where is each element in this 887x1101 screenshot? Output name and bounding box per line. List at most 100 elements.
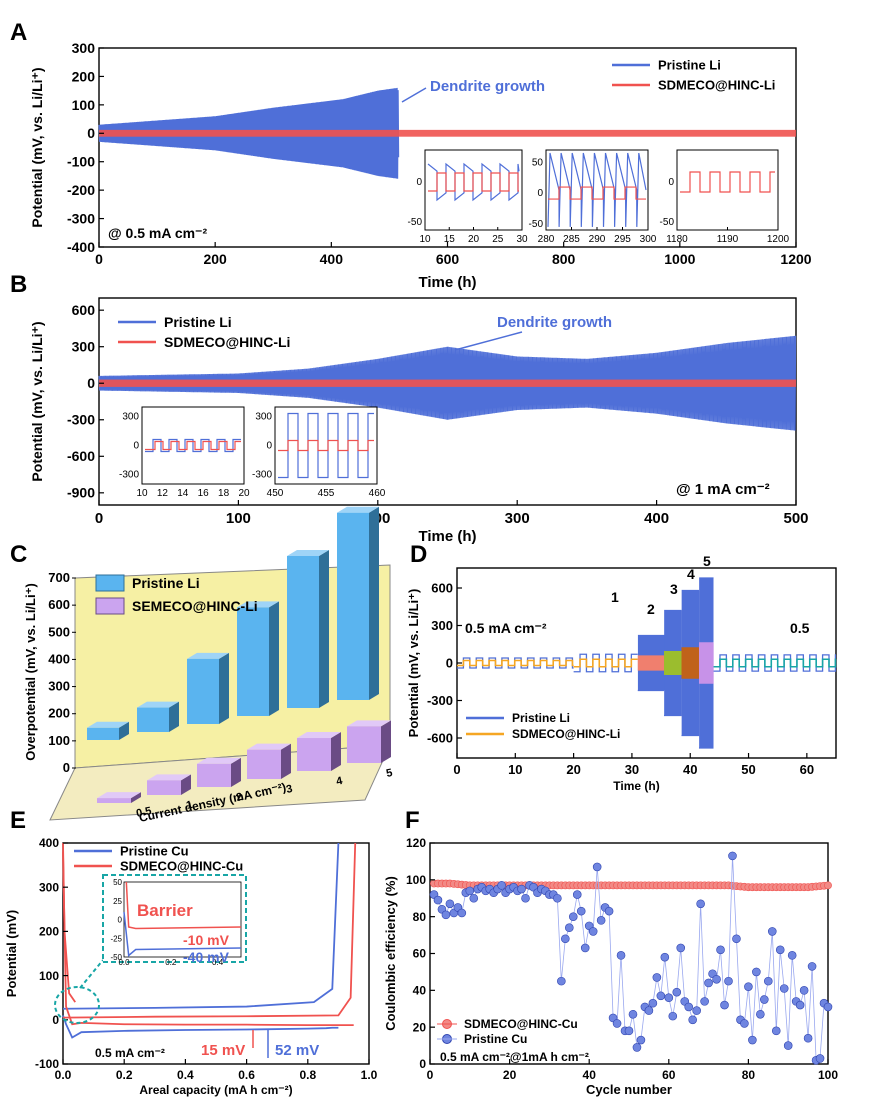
inset-b-ytick-label: 0 <box>133 441 139 452</box>
inset-a-3-frame <box>677 150 778 230</box>
inset-b-tick-label: 16 <box>198 488 210 499</box>
pristine-cu-point <box>804 1034 812 1042</box>
pristine-cu-point <box>808 962 816 970</box>
pristine-cu-point <box>796 1001 804 1009</box>
panel-b-y-tick-label: -900 <box>67 485 95 501</box>
panel-d-y-tick-label: 600 <box>431 581 453 596</box>
bar-pristine-4-side <box>319 550 329 708</box>
panel-f-y-title: Coulombic efficiency (%) <box>383 876 398 1031</box>
inset-a-tick-label: 1190 <box>717 234 739 245</box>
panel-a-y-tick-label: 100 <box>72 97 96 113</box>
panel-a-x-title: Time (h) <box>418 274 476 291</box>
pristine-cu-point <box>705 979 713 987</box>
inset-b-tick-label: 12 <box>157 488 169 499</box>
pristine-cu-point <box>752 968 760 976</box>
pristine-cu-point <box>581 944 589 952</box>
panel-e-x-tick-label: 0.8 <box>299 1068 316 1082</box>
bar-semeco-2 <box>197 764 231 787</box>
figure: A B C D E F 0 200 400 600 800 1000 12003002001… <box>0 0 887 1101</box>
pristine-cu-point <box>589 927 597 935</box>
current-density-annotation: @ 0.5 mA cm⁻² <box>108 225 207 241</box>
pristine-li-segment <box>714 655 836 671</box>
panel-d-x-tick-label: 10 <box>508 762 522 777</box>
inset-b-ytick-label: 300 <box>122 412 139 423</box>
sdmeco-li-segment <box>699 643 714 683</box>
panel-f-x-tick-label: 60 <box>662 1068 676 1082</box>
panel-a-x-tick-label: 400 <box>320 251 344 267</box>
panel-a-x-tick-label: 0 <box>95 251 103 267</box>
legend-pristine-li-label: Pristine Li <box>512 711 570 725</box>
panel-c-ytick-label: 400 <box>48 651 70 666</box>
panel-c-ytick-label: 500 <box>48 624 70 639</box>
panel-c-ytick-label: 300 <box>48 679 70 694</box>
pristine-cu-point <box>557 977 565 985</box>
inset-a-ytick-label: 0 <box>416 177 422 188</box>
panel-c-ytick-label: 600 <box>48 597 70 612</box>
pristine-cu-point <box>728 852 736 860</box>
panel-letter-d: D <box>410 541 427 568</box>
legend-sdmeco-li-label: SDMECO@HINC-Li <box>512 727 620 741</box>
current-density-annotation: 0.5 mA cm⁻² <box>95 1046 165 1060</box>
panel-f-y-tick-label: 100 <box>406 873 426 887</box>
panel-a-y-tick-label: 300 <box>72 40 96 56</box>
panel-b-y-tick-label: 0 <box>87 375 95 391</box>
pristine-cu-point <box>617 951 625 959</box>
pristine-cu-point <box>661 953 669 961</box>
panel-d-segment-label: 0.5 mA cm⁻² <box>465 620 547 636</box>
pristine-cu-point <box>498 881 506 889</box>
minus-10-mv-label: -10 mV <box>183 932 230 948</box>
panel-d-segment-label: 4 <box>687 566 695 582</box>
sdmeco-li-segment <box>457 661 574 666</box>
inset-b-2-frame <box>275 407 377 484</box>
panel-b-x-tick-label: 300 <box>505 510 530 527</box>
current-density-annotation: @ 1 mA cm⁻² <box>676 481 770 498</box>
legend-pristine-li-label: Pristine Li <box>164 314 232 330</box>
pristine-cu-point <box>701 997 709 1005</box>
legend-sdmeco-cu-label: SDMECO@HINC-Cu <box>464 1017 578 1031</box>
panel-f-x-tick-label: 40 <box>583 1068 597 1082</box>
overpotential-15-mv: 15 mV <box>201 1042 245 1059</box>
sdmeco-li-segment <box>681 648 698 678</box>
panel-a-y-tick-label: 200 <box>72 68 96 84</box>
dendrite-growth-annotation: Dendrite growth <box>497 314 612 331</box>
pristine-cu-point <box>561 935 569 943</box>
inset-a-tick-label: 290 <box>589 234 606 245</box>
panel-e-y-tick-label: -100 <box>35 1057 59 1071</box>
pristine-cu-discharge <box>63 1015 338 1037</box>
legend-semeco-li-label: SEMECO@HINC-Li <box>132 598 258 614</box>
pristine-cu-point <box>613 1019 621 1027</box>
inset-a-tick-label: 285 <box>563 234 580 245</box>
sdmeco-li-segment <box>714 659 836 667</box>
panel-e-x-tick-label: 1.0 <box>361 1068 378 1082</box>
pristine-cu-point <box>653 973 661 981</box>
panel-b-y-tick-label: 600 <box>72 302 96 318</box>
condition-annotation: 0.5 mA cm⁻²@1mA h cm⁻² <box>440 1050 589 1064</box>
panel-d-x-title: Time (h) <box>613 779 659 793</box>
bar-semeco-1 <box>147 780 181 795</box>
panel-f-x-tick-label: 80 <box>742 1068 756 1082</box>
dendrite-growth-annotation: Dendrite growth <box>430 78 545 95</box>
pristine-cu-point <box>697 900 705 908</box>
panel-a-y-tick-label: -100 <box>67 154 95 170</box>
panel-a-chart: 0 200 400 600 800 1000 12003002001000-100-200-… <box>29 40 812 291</box>
pristine-cu-point <box>725 977 733 985</box>
panel-e-y-tick-label: 100 <box>39 969 59 983</box>
bar-pristine-4 <box>287 556 319 708</box>
pristine-cu-point <box>776 946 784 954</box>
pristine-cu-point <box>625 1027 633 1035</box>
panel-f-y-tick-label: 120 <box>406 836 426 850</box>
bar-semeco-3 <box>247 750 281 779</box>
panel-d-segment-label: 5 <box>703 553 711 569</box>
pristine-cu-point <box>732 935 740 943</box>
pristine-cu-point <box>577 907 585 915</box>
panel-a-y-title: Potential (mV, vs. Li/Li⁺) <box>29 67 45 227</box>
panel-e-x-tick-label: 0.2 <box>116 1068 133 1082</box>
pristine-cu-point <box>721 1001 729 1009</box>
panel-d-segment-label: 0.5 <box>790 620 810 636</box>
panel-f-y-tick-label: 60 <box>413 947 427 961</box>
pristine-cu-point <box>772 1027 780 1035</box>
panel-d-y-tick-label: 0 <box>446 656 453 671</box>
inset-e-ytick-label: 25 <box>113 897 122 906</box>
panel-b-x-tick-label: 100 <box>226 510 251 527</box>
panel-b-y-title: Potential (mV, vs. Li/Li⁺) <box>29 321 45 481</box>
